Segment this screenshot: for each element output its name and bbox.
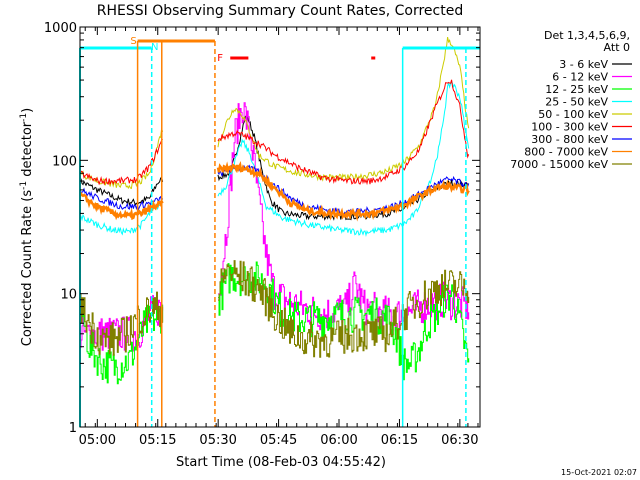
legend-header: Det 1,3,4,5,6,9, bbox=[544, 29, 630, 42]
x-tick-label: 05:45 bbox=[260, 433, 297, 448]
y-axis-label: Corrected Count Rate (s-1 detector-1) bbox=[19, 108, 35, 346]
legend-label: 25 - 50 keV bbox=[545, 96, 608, 109]
overlay-layer: S N F bbox=[79, 36, 480, 427]
y-tick-label: 1 bbox=[69, 421, 77, 436]
x-tick-label: 05:30 bbox=[199, 433, 236, 448]
y-axis-label-end: ) bbox=[20, 108, 35, 113]
axes-layer: 05:00 05:15 05:30 05:45 06:00 06:15 06:30 1 10 10… bbox=[44, 21, 481, 448]
x-axis-label: Start Time (08-Feb-03 04:55:42) bbox=[176, 455, 386, 470]
legend-label: 7000 - 15000 keV bbox=[510, 158, 608, 171]
y-tick-label: 10 bbox=[60, 288, 77, 303]
series-line bbox=[79, 79, 470, 186]
series-line bbox=[79, 161, 470, 222]
y-axis-label-mid: detector bbox=[20, 121, 35, 181]
y-tick-label: 1000 bbox=[44, 21, 77, 36]
legend-label: 100 - 300 keV bbox=[531, 121, 608, 134]
x-tick-label: 05:00 bbox=[79, 433, 116, 448]
x-tick-label: 06:15 bbox=[381, 433, 418, 448]
x-tick-label: 05:15 bbox=[139, 433, 176, 448]
legend-label: 3 - 6 keV bbox=[559, 58, 608, 71]
y-axis-label-sup2: -1 bbox=[19, 113, 29, 122]
x-tick-label: 06:30 bbox=[441, 433, 478, 448]
legend-header: Att 0 bbox=[604, 41, 630, 54]
legend-label: 800 - 7000 keV bbox=[524, 146, 608, 159]
annotation-label: N bbox=[151, 42, 158, 53]
y-axis-label-main: Corrected Count Rate (s bbox=[20, 190, 35, 347]
legend-label: 300 - 800 keV bbox=[531, 133, 608, 146]
series-layer bbox=[79, 36, 470, 385]
annotation-label: S bbox=[130, 36, 136, 47]
series-line bbox=[80, 260, 470, 358]
y-tick-label: 100 bbox=[52, 154, 77, 169]
annotation-label: F bbox=[217, 53, 223, 64]
legend-label: 6 - 12 keV bbox=[552, 71, 608, 84]
y-axis-label-sup: -1 bbox=[19, 181, 29, 190]
chart-title: RHESSI Observing Summary Count Rates, Co… bbox=[97, 3, 463, 19]
footer-timestamp: 15-Oct-2021 02:07 bbox=[561, 468, 637, 477]
x-tick-label: 06:00 bbox=[320, 433, 357, 448]
plot-frame bbox=[79, 26, 481, 428]
legend-label: 50 - 100 keV bbox=[538, 108, 608, 121]
legend-label: 12 - 25 keV bbox=[545, 83, 608, 96]
